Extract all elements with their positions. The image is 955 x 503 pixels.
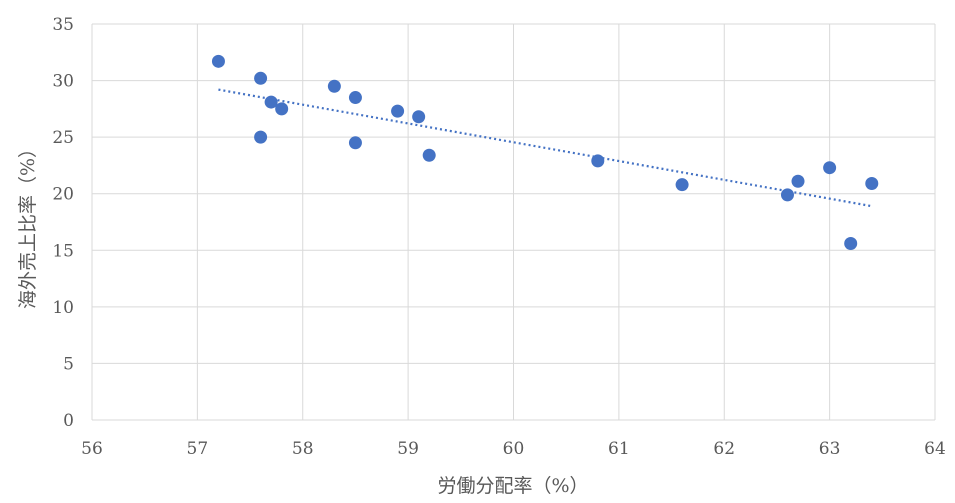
x-tick-label: 57	[187, 439, 209, 459]
data-points	[211, 54, 879, 250]
data-point	[348, 136, 362, 150]
data-point	[211, 54, 225, 68]
x-tick-label: 63	[819, 439, 841, 459]
data-point	[275, 102, 289, 116]
x-tick-label: 56	[81, 439, 103, 459]
x-tick-label: 61	[608, 439, 630, 459]
y-tick-label: 20	[52, 185, 74, 205]
data-point	[791, 174, 805, 188]
y-tick-label: 5	[63, 354, 74, 374]
data-point	[348, 91, 362, 105]
y-tick-label: 30	[52, 72, 74, 92]
data-point	[391, 104, 405, 118]
y-tick-label: 15	[52, 241, 74, 261]
y-tick-label: 0	[63, 411, 74, 431]
x-axis-label: 労働分配率（%）	[437, 475, 588, 497]
y-axis-label: 海外売上比率（%）	[17, 139, 39, 309]
x-tick-label: 60	[503, 439, 525, 459]
data-point	[254, 130, 268, 144]
data-point	[422, 148, 436, 162]
x-axis-ticks: 56 57 58 59 60 61 62 63 64	[81, 439, 946, 459]
trendline	[218, 88, 872, 208]
x-tick-label: 62	[713, 439, 735, 459]
x-tick-label: 59	[397, 439, 419, 459]
y-tick-label: 25	[52, 128, 74, 148]
data-point	[264, 95, 278, 109]
data-point	[675, 178, 689, 192]
y-axis-ticks: 0 5 10 15 20 25 30 35	[52, 15, 74, 431]
y-tick-label: 10	[52, 298, 74, 318]
data-point	[823, 161, 837, 175]
data-point	[780, 188, 794, 202]
data-point	[591, 154, 605, 168]
data-point	[254, 71, 268, 85]
x-tick-label: 64	[924, 439, 946, 459]
y-tick-label: 35	[52, 15, 74, 35]
data-point	[844, 236, 858, 250]
data-point	[327, 79, 341, 93]
data-point	[865, 177, 879, 191]
trendline-group	[218, 88, 872, 208]
data-point	[412, 110, 426, 124]
gridlines	[91, 23, 936, 421]
x-tick-label: 58	[292, 439, 314, 459]
